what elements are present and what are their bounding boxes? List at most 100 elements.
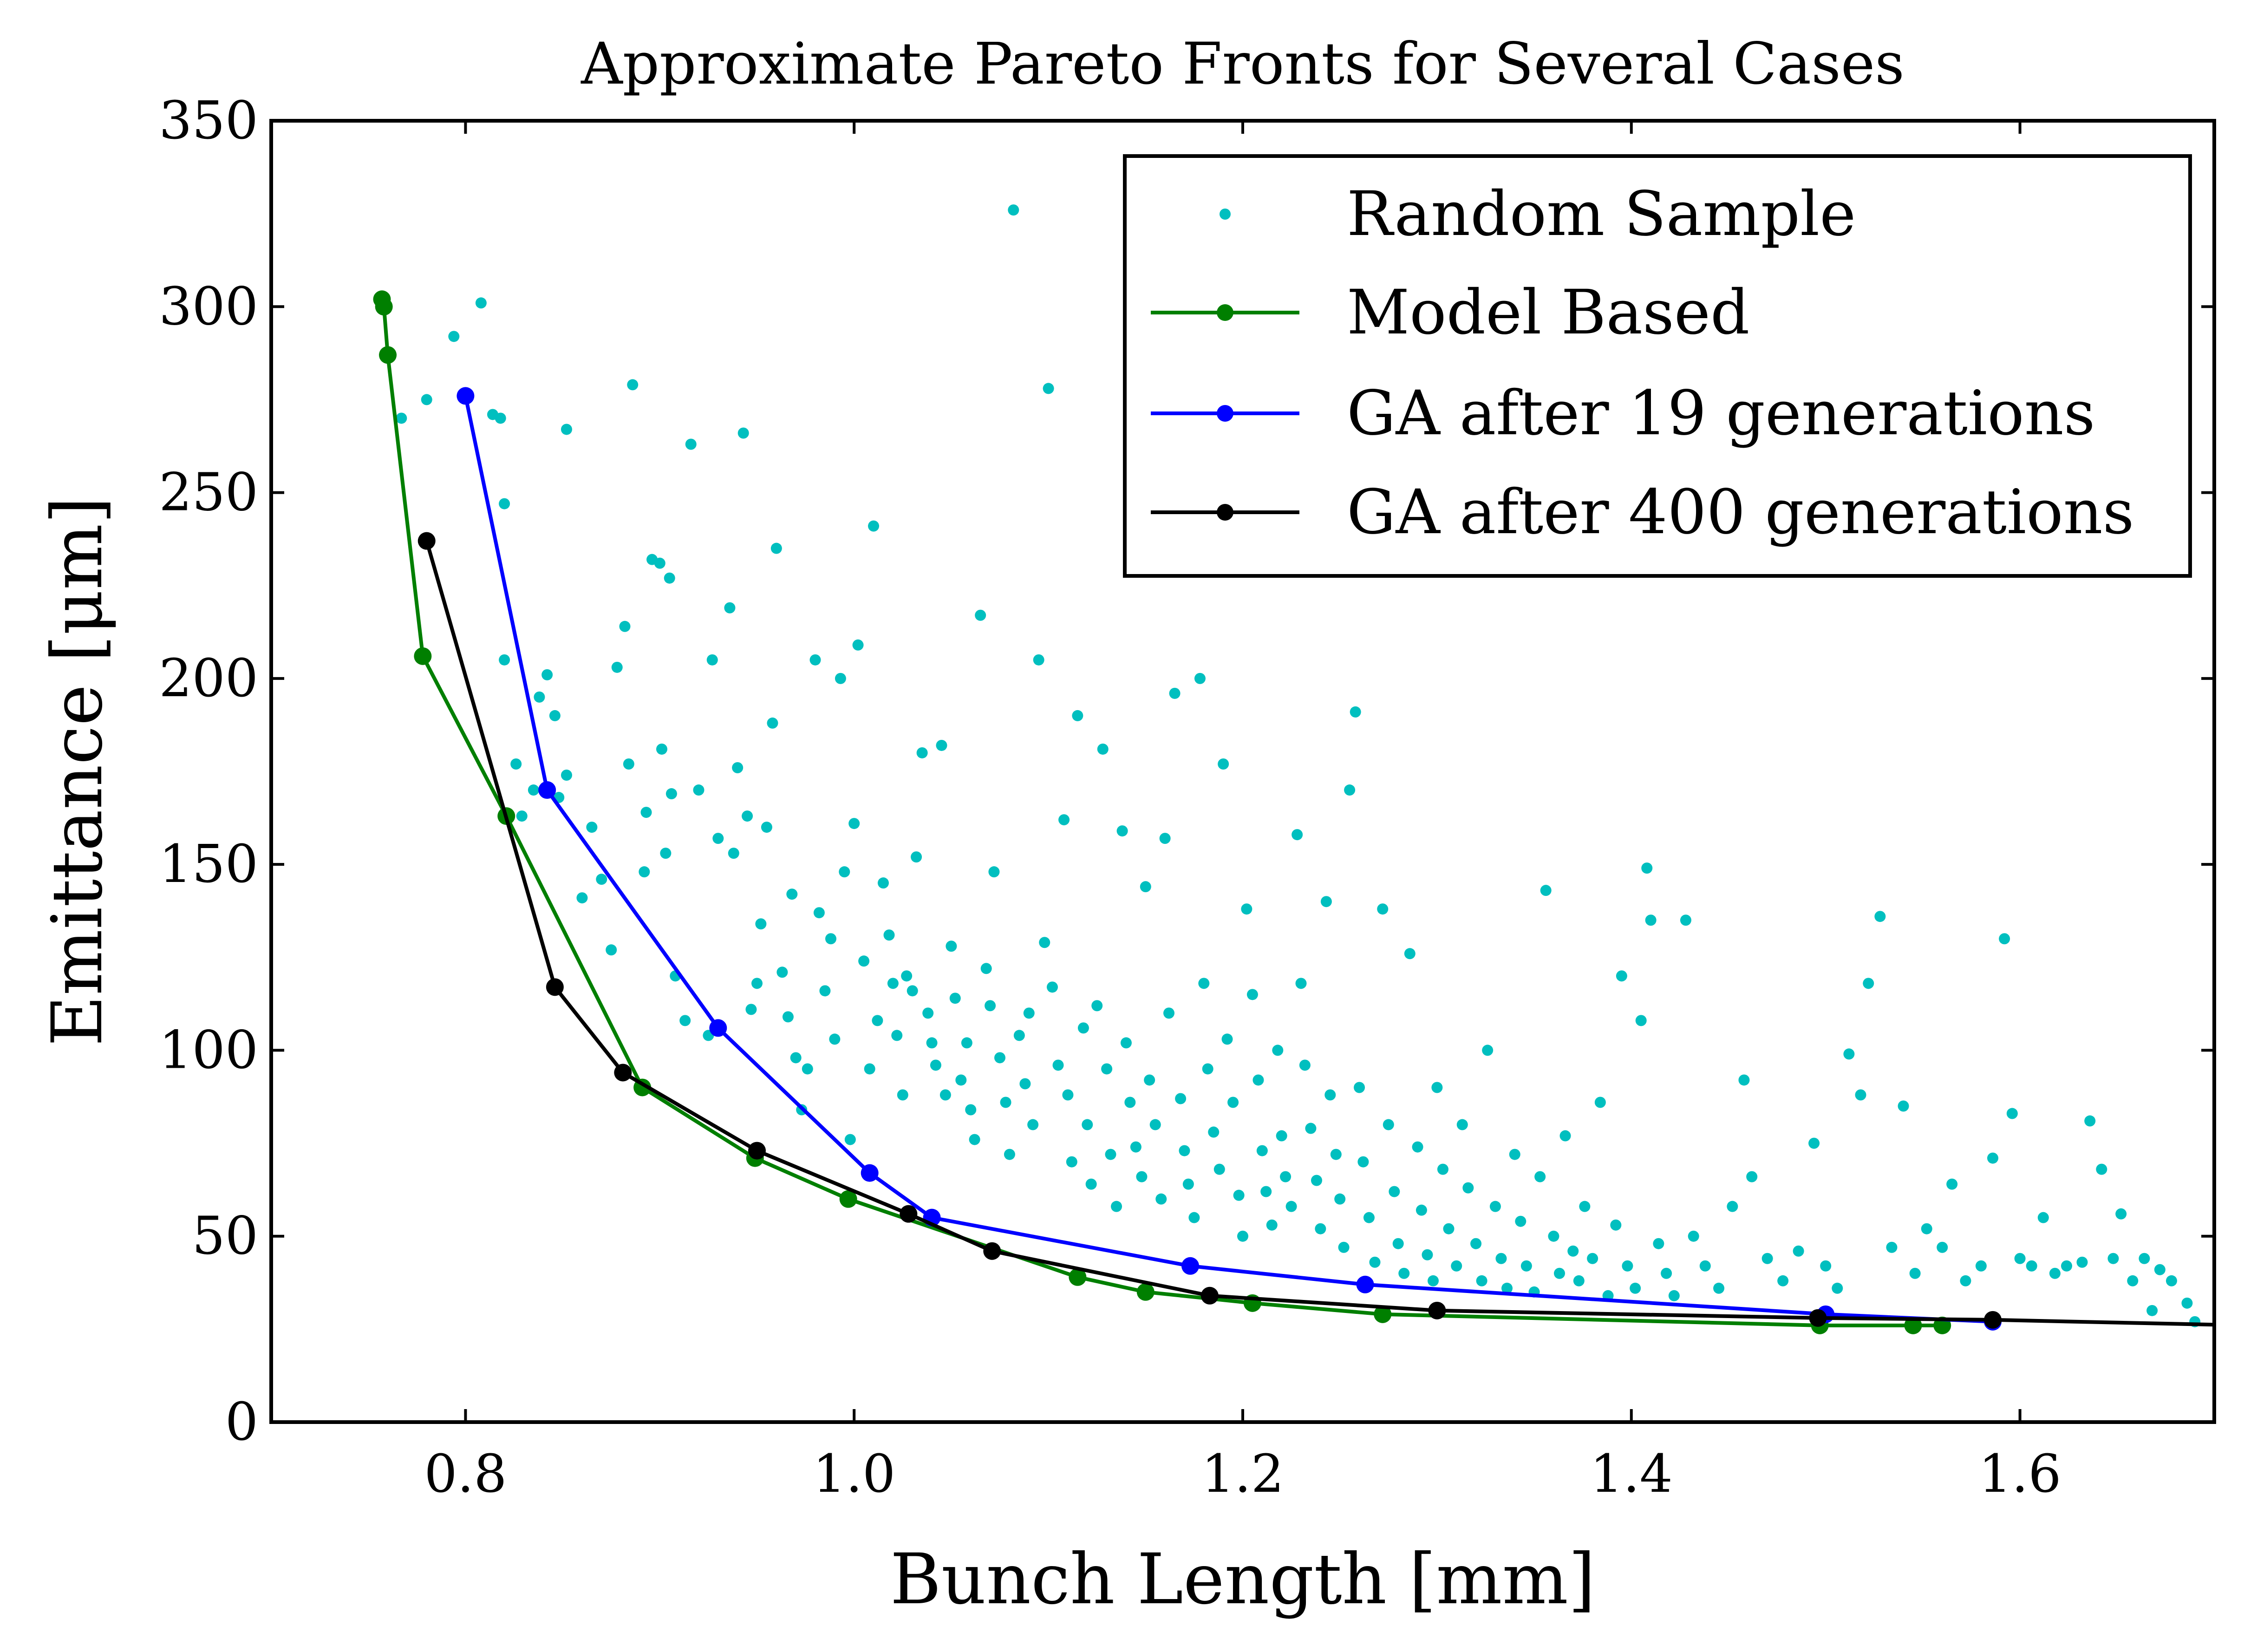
random-sample-point [1066, 1156, 1077, 1168]
random-sample-point [1194, 673, 1206, 684]
random-sample-point [1808, 1137, 1820, 1149]
random-sample-point [1975, 1260, 1987, 1272]
random-sample-point [936, 739, 947, 751]
random-sample-point [1594, 1097, 1606, 1108]
random-sample-point [1198, 978, 1210, 989]
random-sample-point [1324, 1089, 1336, 1101]
chart-title: Approximate Pareto Fronts for Several Ca… [581, 31, 1905, 98]
random-sample-point [1179, 1145, 1190, 1156]
random-sample-point [654, 557, 665, 569]
random-sample-point [448, 331, 460, 342]
random-sample-point [782, 1011, 794, 1023]
random-sample-point [1169, 687, 1181, 699]
random-sample-point [916, 747, 928, 758]
random-sample-point [665, 788, 677, 800]
random-sample-point [969, 1134, 980, 1145]
random-sample-point [1548, 1230, 1559, 1242]
random-sample-point [576, 892, 588, 904]
random-sample-point [955, 1074, 967, 1086]
random-sample-point [1738, 1074, 1750, 1086]
random-sample-point [1101, 1063, 1113, 1075]
random-sample-point [1898, 1100, 1909, 1112]
random-sample-point [1383, 1119, 1394, 1130]
random-sample-point [1111, 1201, 1122, 1212]
random-sample-point [1295, 978, 1307, 989]
random-sample-point [994, 1052, 1005, 1064]
random-sample-point [1344, 784, 1356, 796]
legend-marker-model-based [1217, 304, 1233, 321]
y-tick-label: 200 [159, 648, 258, 709]
legend-item-ga-400: GA after 400 generations [1151, 477, 2134, 548]
random-sample-point [1855, 1089, 1866, 1101]
random-sample-point [1489, 1201, 1501, 1212]
random-sample-point [596, 874, 607, 885]
axis-ticks: 0.8 1.0 1.2 1.4 1.6 0 50 100 150 200 250 300 350 [159, 91, 2214, 1504]
random-sample-point [1357, 1156, 1369, 1168]
random-sample-point [1587, 1253, 1598, 1264]
random-sample-point [1120, 1037, 1132, 1049]
random-sample-point [1052, 1059, 1064, 1071]
random-sample-point [965, 1104, 977, 1116]
random-sample-point [1495, 1253, 1507, 1264]
random-sample-point [1272, 1045, 1284, 1056]
random-sample-point [887, 978, 899, 989]
random-sample-point [1456, 1119, 1468, 1130]
model-based-point [1374, 1305, 1392, 1323]
random-sample-point [1412, 1141, 1423, 1153]
x-tick-label: 1.6 [1979, 1444, 2061, 1504]
ga-400-point [1984, 1311, 2002, 1329]
random-sample-point [1218, 758, 1229, 770]
random-sample-point [1680, 914, 1691, 926]
random-sample-point [751, 978, 763, 989]
random-sample-point [1008, 204, 1019, 216]
random-sample-point [776, 966, 788, 978]
random-sample-point [541, 669, 553, 680]
model-based-point [379, 346, 397, 364]
ga-400-point [417, 532, 436, 550]
random-sample-point [1369, 1256, 1381, 1268]
random-sample-point [2026, 1260, 2037, 1272]
random-sample-point [1476, 1275, 1487, 1286]
random-sample-point [660, 848, 672, 859]
random-sample-point [561, 424, 572, 435]
legend-marker-ga-400 [1217, 504, 1233, 521]
y-tick-label: 100 [159, 1020, 258, 1080]
random-sample-point [985, 1000, 996, 1012]
x-tick-label: 1.4 [1590, 1444, 1673, 1504]
legend-marker-ga-19 [1217, 405, 1233, 422]
random-sample-point [1246, 989, 1258, 1000]
random-sample-point [1863, 978, 1874, 989]
random-sample-point [1233, 1189, 1245, 1201]
ga-19-point [457, 387, 475, 405]
random-sample-point [421, 394, 432, 405]
y-tick-label: 350 [159, 91, 258, 151]
random-sample-point [1097, 743, 1109, 755]
random-sample-point [901, 970, 913, 982]
random-sample-point [988, 866, 1000, 878]
random-sample-point [586, 822, 598, 833]
random-sample-point [1630, 1282, 1641, 1294]
random-sample-point [1579, 1201, 1591, 1212]
random-sample-point [1937, 1241, 1948, 1253]
random-sample-point [1567, 1245, 1579, 1257]
ga-400-point [614, 1064, 632, 1082]
random-sample-point [516, 810, 528, 822]
random-sample-point [907, 985, 918, 997]
random-sample-point [1252, 1074, 1264, 1086]
random-sample-point [1437, 1163, 1448, 1175]
random-sample-point [877, 877, 889, 889]
random-sample-point [1761, 1253, 1773, 1264]
random-sample-point [2154, 1264, 2166, 1275]
random-sample-point [1987, 1152, 1999, 1164]
random-sample-point [2037, 1212, 2049, 1223]
random-sample-point [825, 933, 836, 945]
random-sample-point [1082, 1119, 1093, 1130]
random-sample-point [1946, 1178, 1958, 1190]
random-sample-point [864, 1063, 875, 1075]
random-sample-point [1501, 1282, 1513, 1294]
ga-400-point [983, 1242, 1001, 1260]
random-sample-point [1777, 1275, 1789, 1286]
y-tick-label: 250 [159, 463, 258, 523]
x-tick-label: 0.8 [424, 1444, 507, 1504]
random-sample-point [939, 1089, 951, 1101]
